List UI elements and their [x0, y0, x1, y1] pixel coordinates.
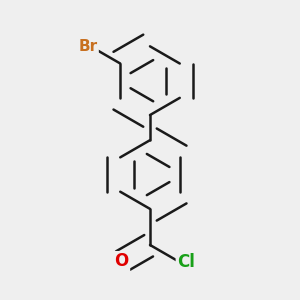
Text: O: O [115, 252, 129, 270]
Text: Br: Br [79, 39, 98, 54]
Text: Cl: Cl [177, 253, 195, 271]
